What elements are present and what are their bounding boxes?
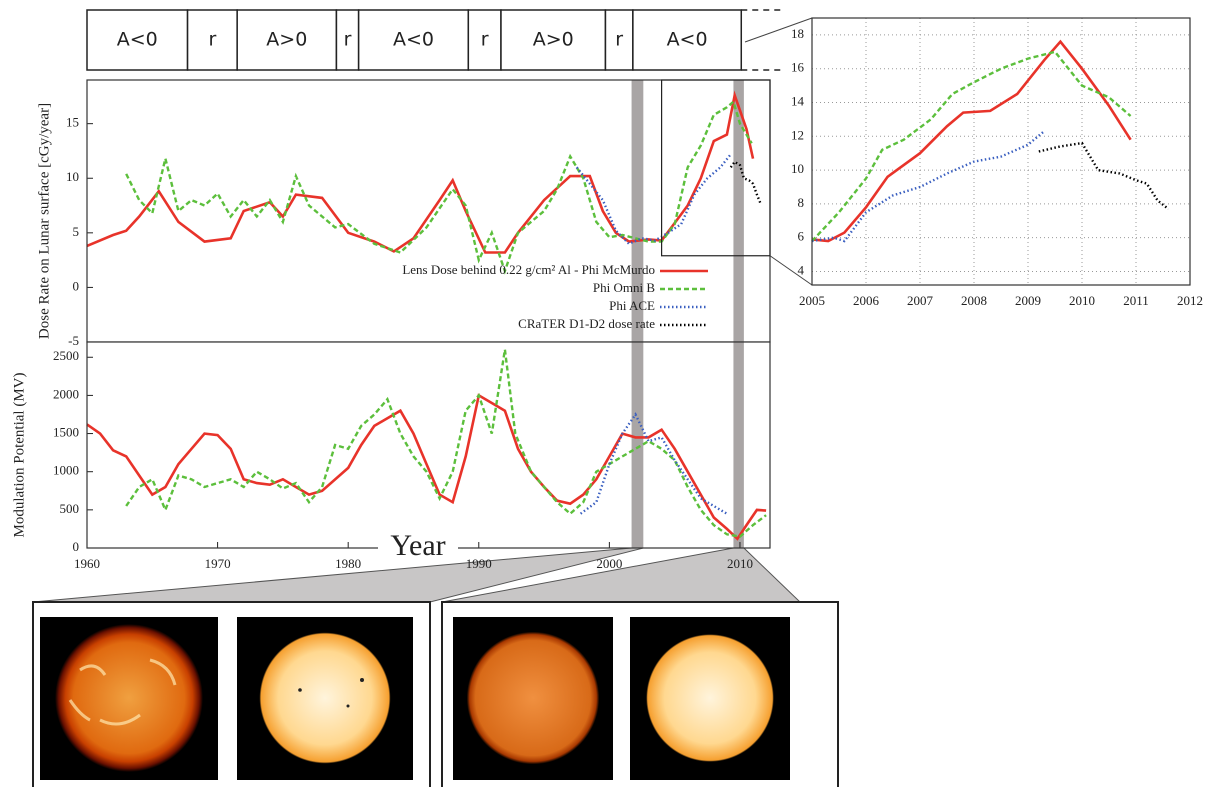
y-tick-label: 18	[791, 26, 804, 41]
y-tick-label: 2000	[53, 386, 79, 401]
x-tick-label: 1970	[205, 556, 231, 571]
y-tick-label: 1500	[53, 425, 79, 440]
y-tick-label: 10	[66, 169, 79, 184]
x-tick-label: 2008	[961, 293, 987, 308]
y-tick-label: 8	[798, 195, 805, 210]
y-tick-label: 15	[66, 115, 79, 130]
x-tick-label: 1990	[466, 556, 492, 571]
polarity-label: A>0	[266, 29, 307, 51]
sunspot	[347, 705, 350, 708]
legend-label: CRaTER D1-D2 dose rate	[518, 316, 655, 331]
sun-visible-min	[634, 622, 786, 774]
x-tick-label: 1980	[335, 556, 361, 571]
y-tick-label: 2500	[53, 348, 79, 363]
sunspot	[298, 688, 302, 692]
x-tick-label: 2012	[1177, 293, 1203, 308]
y-tick-label: 10	[791, 161, 804, 176]
y-tick-label: 4	[798, 262, 805, 277]
x-tick-label: 2000	[596, 556, 622, 571]
x-axis-label: Year	[390, 529, 445, 562]
y-axis-label: Dose Rate on Lunar surface [cGy/year]	[36, 103, 52, 339]
x-tick-label: 2011	[1123, 293, 1149, 308]
x-tick-label: 2006	[853, 293, 880, 308]
y-tick-label: 14	[791, 93, 805, 108]
highlight-band	[632, 342, 644, 548]
charts: -5 0 5 10 15 Dose Rate on Lunar surface [cGy/…	[11, 10, 1203, 571]
polarity-label: r	[208, 29, 216, 51]
y-tick-label: 6	[798, 229, 805, 244]
y-tick-label: 16	[791, 60, 805, 75]
y-tick-label: 5	[73, 224, 80, 239]
sunspot	[360, 678, 364, 682]
x-tick-label: 2007	[907, 293, 934, 308]
x-tick-label: 2009	[1015, 293, 1041, 308]
plot-area	[812, 18, 1190, 285]
y-tick-label: 12	[791, 127, 804, 142]
legend-label: Lens Dose behind 0.22 g/cm² Al - Phi McM…	[402, 262, 655, 277]
legend-label: Phi ACE	[609, 298, 655, 313]
x-tick-label: 2005	[799, 293, 825, 308]
y-tick-label: 0	[73, 539, 80, 554]
y-tick-label: -5	[68, 333, 79, 348]
polarity-label: A<0	[117, 29, 158, 51]
plot-area	[87, 342, 770, 548]
x-tick-label: 2010	[1069, 293, 1095, 308]
polarity-label: A<0	[393, 29, 434, 51]
sun-euv-min	[461, 626, 605, 770]
solar-images	[33, 602, 838, 787]
x-tick-label: 1960	[74, 556, 100, 571]
polarity-label: r	[615, 29, 623, 51]
polarity-label: A>0	[533, 29, 574, 51]
sun-euv-max	[55, 624, 203, 772]
y-tick-label: 1000	[53, 463, 79, 478]
figure: -5 0 5 10 15 Dose Rate on Lunar surface [cGy/…	[0, 0, 1214, 787]
polarity-label: A<0	[667, 29, 708, 51]
polarity-label: r	[481, 29, 489, 51]
y-tick-label: 500	[60, 501, 80, 516]
zoom-line	[770, 256, 812, 285]
polarity-label: r	[344, 29, 352, 51]
highlight-band	[733, 342, 743, 548]
legend-label: Phi Omni B	[593, 280, 655, 295]
y-axis-label: Modulation Potential (MV)	[11, 373, 27, 538]
sun-visible-max	[247, 620, 403, 776]
plot-area	[87, 80, 770, 342]
x-tick-label: 2010	[727, 556, 753, 571]
y-tick-label: 0	[73, 278, 80, 293]
